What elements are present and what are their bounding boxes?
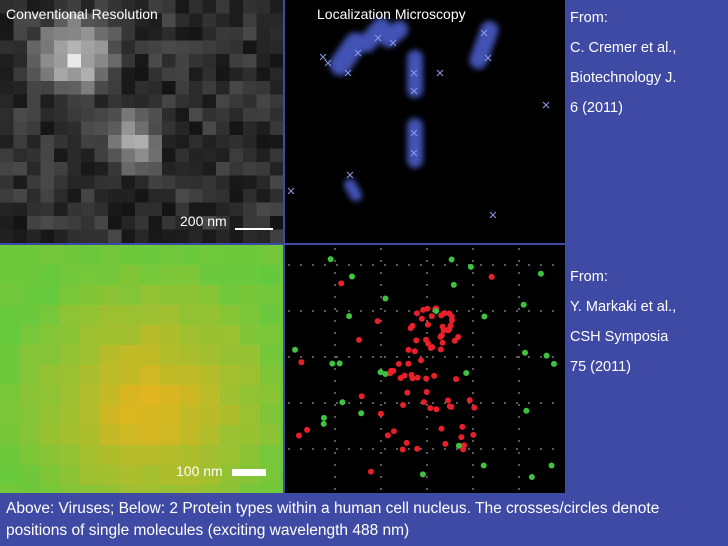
- molecule-scatter-image: [288, 248, 557, 490]
- scalebar-200nm-label: 200 nm: [180, 213, 227, 229]
- citation-top-line-4: 6 (2011): [570, 100, 623, 116]
- virus-localization-image: [287, 17, 550, 219]
- molecule-positions-panel: [285, 245, 565, 493]
- scalebar-100nm-label: 100 nm: [176, 463, 223, 479]
- scalebar-100nm: [232, 469, 266, 476]
- citation-bottom: From: Y. Markaki et al., CSH Symposia 75…: [570, 267, 724, 387]
- citation-bottom-line-4: 75 (2011): [570, 359, 631, 375]
- localization-microscopy-panel: Localization Microscopy: [285, 0, 565, 243]
- color-pixel-image: [0, 245, 283, 493]
- citation-top: From: C. Cremer et al., Biotechnology J.…: [570, 8, 724, 128]
- citation-top-line-3: Biotechnology J.: [570, 70, 677, 86]
- conventional-color-panel: 100 nm: [0, 245, 283, 493]
- grayscale-pixel-image: [0, 0, 283, 243]
- citation-bottom-line-2: Y. Markaki et al.,: [570, 299, 677, 315]
- citation-top-line-1: From:: [570, 10, 608, 26]
- scalebar-200nm: [235, 228, 273, 230]
- conventional-resolution-panel: Conventional Resolution 200 nm: [0, 0, 283, 243]
- slide-caption: Above: Viruses; Below: 2 Protein types w…: [6, 500, 660, 539]
- citation-bottom-line-1: From:: [570, 269, 608, 285]
- panel-title-localization: Localization Microscopy: [317, 6, 466, 22]
- citation-top-line-2: C. Cremer et al.,: [570, 40, 677, 56]
- panel-title-conventional: Conventional Resolution: [6, 6, 158, 22]
- citation-bottom-line-3: CSH Symposia: [570, 329, 669, 345]
